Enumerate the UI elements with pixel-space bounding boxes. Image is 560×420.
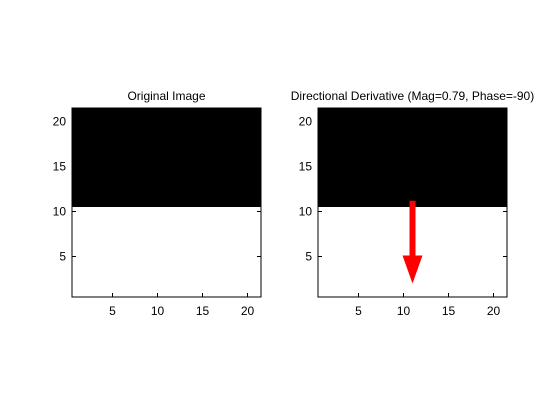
x-tick-label: 10 (151, 304, 165, 318)
x-tick-label: 5 (109, 304, 116, 318)
image-region (72, 207, 261, 297)
axes-frame (317, 107, 508, 298)
x-tick-label: 15 (442, 304, 456, 318)
y-tick-label: 15 (53, 160, 67, 174)
axes-frame (71, 107, 262, 298)
panel-title: Directional Derivative (Mag=0.79, Phase=… (291, 89, 534, 103)
directional-derivative-panel: Directional Derivative (Mag=0.79, Phase=… (291, 89, 534, 318)
gradient-arrow-head (402, 255, 423, 284)
x-tick-label: 20 (241, 304, 255, 318)
original-image-panel: Original Image 5 10 15 20 5 10 15 20 (53, 89, 262, 318)
y-tick-label: 5 (305, 250, 312, 264)
image-plot: 5 10 15 20 5 10 15 20 (53, 107, 262, 318)
y-tick-label: 10 (299, 205, 313, 219)
y-tick-label: 10 (53, 205, 67, 219)
x-tick-label: 15 (196, 304, 210, 318)
image-region (318, 108, 507, 207)
y-tick-label: 15 (299, 160, 313, 174)
image-region (72, 108, 261, 207)
y-tick-label: 20 (299, 115, 313, 129)
x-tick-label: 10 (397, 304, 411, 318)
x-tick-label: 5 (355, 304, 362, 318)
image-plot: 5 10 15 20 5 10 15 20 (299, 107, 508, 318)
y-tick-label: 20 (53, 115, 67, 129)
y-tick-label: 5 (59, 250, 66, 264)
x-tick-label: 20 (487, 304, 501, 318)
panel-title: Original Image (127, 89, 205, 103)
